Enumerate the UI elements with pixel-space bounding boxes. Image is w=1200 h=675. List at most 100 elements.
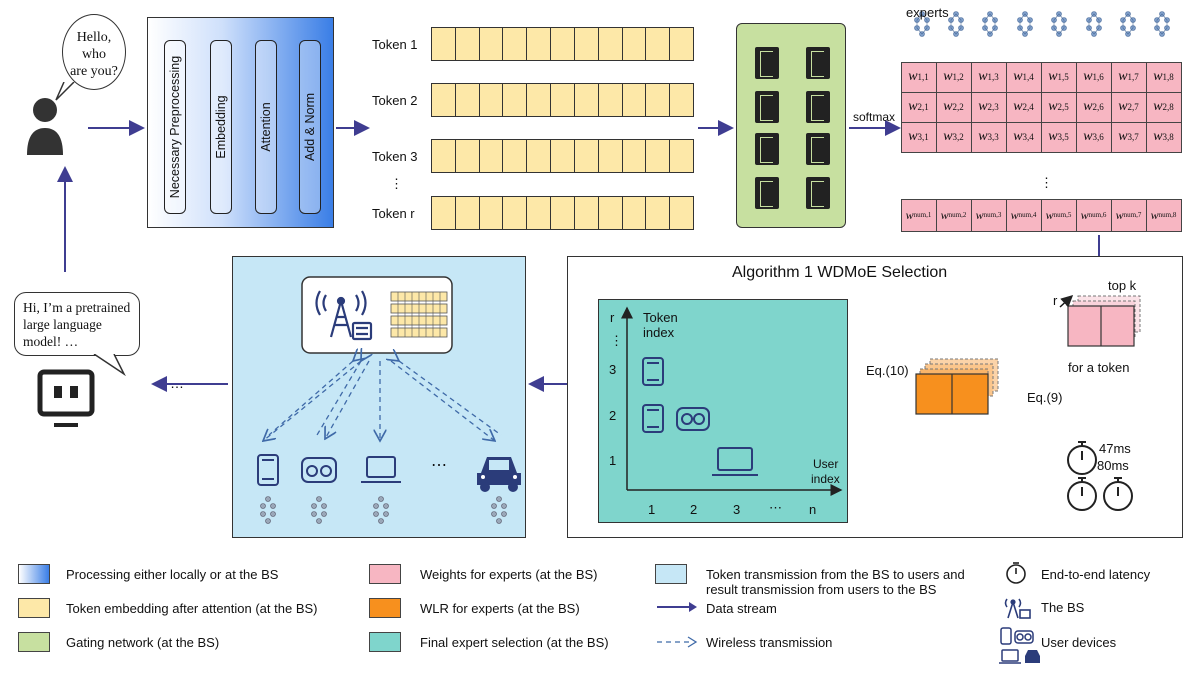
- latency-stopwatches: [1067, 441, 1133, 511]
- weight-symbol: w: [943, 69, 953, 84]
- door-icon: [806, 177, 830, 209]
- weight-cell: w 2,2: [935, 91, 972, 123]
- legend-swatch-selection: [369, 632, 401, 652]
- legend-label: Wireless transmission: [706, 635, 833, 650]
- weight-col-index: 8: [1172, 211, 1177, 219]
- weight-symbol: w: [905, 207, 914, 222]
- weight-symbol: w: [1083, 99, 1093, 114]
- weight-col-index: 4: [1029, 102, 1034, 112]
- token-label: Token 3: [372, 149, 418, 164]
- legend-label: Data stream: [706, 601, 777, 616]
- weight-col-index: 1: [927, 211, 932, 219]
- weight-symbol: w: [978, 99, 988, 114]
- weights-matrix: w 1,1 w 1,2 w 1,3 w 1,4 w 1,5 w 1,6 w 1,7 w 1,8 w 2,1 w 2,2…: [900, 61, 1182, 153]
- weight-col-index: 8: [1169, 102, 1174, 112]
- legend-swatch-gating: [18, 632, 50, 652]
- x-axis-label: User: [813, 457, 839, 471]
- y-tick: 2: [609, 408, 617, 423]
- weights-last-row: w num,1 w num,2 w num,3 w num,4 w num,5 w num,6 w num…: [900, 198, 1182, 232]
- door-icon: [755, 177, 779, 209]
- step-label: Attention: [259, 102, 273, 152]
- weight-col-index: 3: [994, 72, 999, 82]
- weight-col-index: 8: [1169, 72, 1174, 82]
- weight-cell: w 3,8: [1145, 121, 1182, 153]
- weight-symbol: w: [1013, 99, 1023, 114]
- weight-cell: w num,1: [900, 198, 937, 232]
- weight-cell: w 3,2: [935, 121, 972, 153]
- step-label: Add & Norm: [303, 92, 317, 162]
- legend-label: WLR for experts (at the BS): [420, 601, 580, 616]
- token-vdots: ⋮: [390, 176, 403, 191]
- weight-row-index: num: [1158, 211, 1172, 219]
- weight-row-index: num: [1088, 211, 1102, 219]
- bubble-tail: [93, 354, 126, 376]
- weight-symbol: w: [1083, 69, 1093, 84]
- weight-row-index: 1: [1127, 72, 1133, 82]
- weight-cell: w num,6: [1075, 198, 1112, 232]
- topk-caption: for a token: [1068, 360, 1130, 375]
- weight-row-index: 3: [952, 132, 958, 142]
- token-buffer-icon: [390, 291, 448, 338]
- weight-row-index: num: [1123, 211, 1137, 219]
- weight-row-index: 2: [1092, 102, 1098, 112]
- bubble-tail: [55, 82, 75, 101]
- x-tick: ⋯: [769, 500, 782, 515]
- door-icon: [806, 133, 830, 165]
- weight-row-index: 1: [1022, 72, 1028, 82]
- weight-symbol: w: [1045, 207, 1054, 222]
- weight-symbol: w: [908, 69, 918, 84]
- legend-swatch-wlr: [369, 598, 401, 618]
- softmax-label: softmax: [853, 110, 896, 124]
- weight-col-index: 2: [962, 211, 967, 219]
- weights-vdots: ⋮: [1040, 175, 1053, 190]
- weight-cell: w 1,8: [1145, 61, 1182, 93]
- add-norm-pillar: Add & Norm: [299, 40, 321, 214]
- weight-col-index: 1: [924, 132, 929, 142]
- user-devices-icon: [999, 627, 1040, 664]
- weight-cell: w 3,1: [900, 121, 937, 153]
- monitor-icon: [37, 369, 95, 427]
- phone-icon: [642, 357, 664, 386]
- weight-cell: w num,3: [970, 198, 1007, 232]
- legend-data-stream-arrow: [657, 602, 697, 612]
- y-tick: 3: [609, 362, 617, 377]
- y-axis-label: index: [643, 325, 675, 340]
- stopwatch-icon: [1103, 477, 1133, 511]
- embedding-pillar: Embedding: [210, 40, 232, 214]
- weight-col-index: 7: [1134, 72, 1139, 82]
- weight-symbol: w: [1013, 69, 1023, 84]
- token-row: [431, 196, 694, 230]
- weight-cell: w 1,2: [935, 61, 972, 93]
- laptop-icon: [712, 447, 758, 476]
- topk-label: top k: [1108, 278, 1137, 293]
- x-tick: 2: [690, 502, 698, 517]
- weight-row-index: num: [913, 211, 927, 219]
- bubble-text: model! …: [23, 334, 79, 349]
- weight-symbol: w: [1118, 69, 1128, 84]
- bubble-text: Hello,: [76, 30, 112, 45]
- weight-row-index: 2: [1057, 102, 1063, 112]
- laptop-icon: [361, 456, 401, 483]
- weight-symbol: w: [1048, 99, 1058, 114]
- weight-symbol: w: [1150, 207, 1159, 222]
- legend-wireless-arrow: [657, 636, 698, 648]
- y-tick: 1: [609, 453, 617, 468]
- weight-row-index: 1: [1057, 72, 1063, 82]
- weight-col-index: 6: [1099, 132, 1104, 142]
- x-tick: n: [809, 502, 817, 517]
- weight-symbol: w: [943, 99, 953, 114]
- weight-symbol: w: [1083, 129, 1093, 144]
- weight-symbol: w: [1115, 207, 1124, 222]
- phone-icon: [257, 454, 279, 486]
- legend-swatch-transmission: [655, 564, 687, 584]
- weight-cell: w 2,4: [1005, 91, 1042, 123]
- stopwatch-icon: [1067, 477, 1097, 511]
- weight-col-index: 4: [1029, 132, 1034, 142]
- user-icon: [27, 98, 63, 155]
- latency-value: 47ms: [1099, 441, 1131, 456]
- weight-col-index: 4: [1032, 211, 1037, 219]
- selection-axes: [621, 306, 843, 496]
- weight-cell: w num,5: [1040, 198, 1077, 232]
- devices-ellipsis: ⋯: [431, 457, 447, 474]
- bubble-text: who: [81, 47, 107, 62]
